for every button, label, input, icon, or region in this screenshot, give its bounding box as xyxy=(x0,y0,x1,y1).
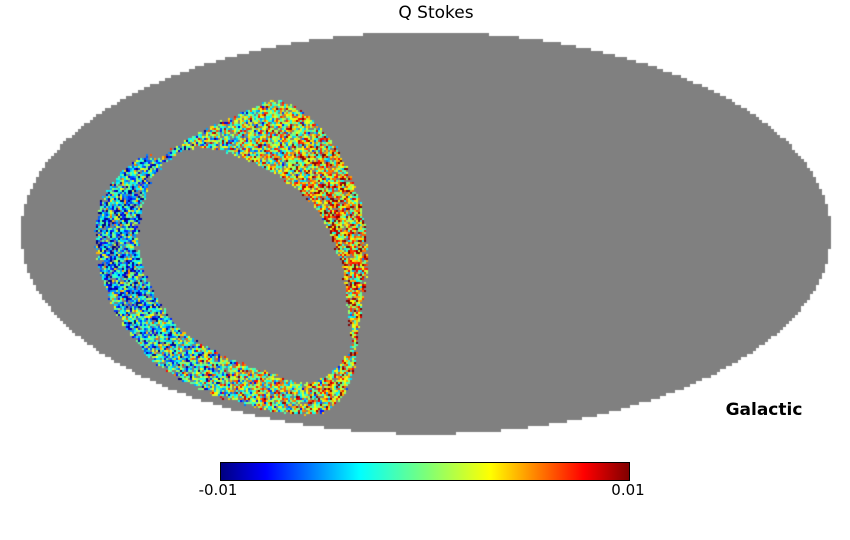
colorbar-max-label: 0.01 xyxy=(598,481,658,499)
plot-title: Q Stokes xyxy=(286,3,586,23)
sky-map-canvas xyxy=(0,0,850,455)
coordinate-system-label: Galactic xyxy=(689,400,839,420)
colorbar-min-label: -0.01 xyxy=(188,481,248,499)
mollview-figure: Q Stokes Galactic -0.01 0.01 xyxy=(0,0,850,540)
colorbar-gradient xyxy=(220,462,630,481)
